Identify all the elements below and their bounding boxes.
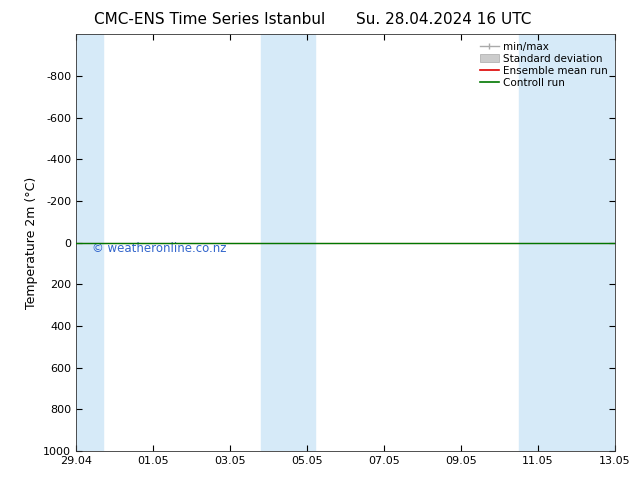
Bar [72, 34, 103, 451]
Text: © weatheronline.co.nz: © weatheronline.co.nz [93, 242, 227, 255]
Text: CMC-ENS Time Series Istanbul: CMC-ENS Time Series Istanbul [94, 12, 325, 27]
Bar [261, 34, 314, 451]
Bar [519, 34, 619, 451]
Legend: min/max, Standard deviation, Ensemble mean run, Controll run: min/max, Standard deviation, Ensemble me… [476, 37, 612, 92]
Y-axis label: Temperature 2m (°C): Temperature 2m (°C) [25, 176, 37, 309]
Text: Su. 28.04.2024 16 UTC: Su. 28.04.2024 16 UTC [356, 12, 531, 27]
